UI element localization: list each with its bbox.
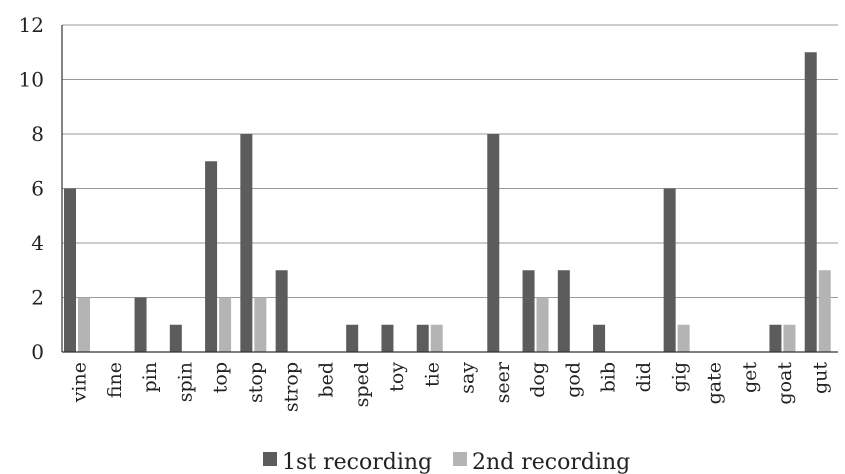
x-tick-label: get bbox=[739, 362, 761, 393]
x-tick-label: gate bbox=[704, 362, 726, 404]
bar-series-1 bbox=[381, 324, 394, 352]
x-tick-label: bib bbox=[598, 362, 620, 392]
bar-series-1 bbox=[522, 270, 535, 352]
y-tick-label: 2 bbox=[31, 286, 44, 310]
axes bbox=[61, 25, 838, 353]
x-tick-label: seer bbox=[492, 361, 514, 403]
x-tick-label: toy bbox=[386, 362, 408, 392]
bar-series-1 bbox=[593, 324, 606, 352]
y-tick-label: 0 bbox=[31, 340, 44, 364]
legend-label-series-2: 2nd recording bbox=[472, 450, 630, 474]
bar-series-2 bbox=[536, 297, 549, 352]
y-tick-label: 8 bbox=[31, 122, 44, 146]
y-axis-ticks: 0 2 4 6 8 10 12 bbox=[19, 13, 44, 364]
legend-label-series-1: 1st recording bbox=[282, 450, 432, 474]
bar-series-2 bbox=[677, 324, 690, 352]
legend-swatch-series-1 bbox=[263, 452, 277, 466]
y-tick-label: 10 bbox=[19, 68, 44, 92]
bar-series-1 bbox=[205, 161, 218, 352]
bar-series-2 bbox=[254, 297, 267, 352]
y-tick-label: 12 bbox=[19, 13, 44, 37]
y-tick-label: 4 bbox=[31, 231, 44, 255]
x-tick-label: top bbox=[210, 362, 232, 393]
legend-swatch-series-2 bbox=[453, 452, 467, 466]
bar-series-2 bbox=[78, 297, 90, 352]
bar-series-1 bbox=[487, 134, 500, 352]
bar-series-2 bbox=[219, 297, 232, 352]
x-tick-label: vine bbox=[69, 362, 91, 403]
bar-series-1 bbox=[134, 297, 147, 352]
x-tick-label: fine bbox=[104, 362, 126, 398]
bar-series-2 bbox=[818, 270, 831, 352]
x-tick-label: bed bbox=[316, 362, 338, 398]
x-tick-label: tie bbox=[421, 362, 443, 387]
x-tick-label: strop bbox=[280, 362, 302, 412]
x-tick-label: god bbox=[562, 362, 584, 398]
bar-series-1 bbox=[275, 270, 288, 352]
bar-series-2 bbox=[783, 324, 796, 352]
x-tick-label: say bbox=[457, 362, 479, 394]
bar-series-1 bbox=[557, 270, 570, 352]
x-tick-label: gut bbox=[809, 362, 831, 394]
x-tick-label: spin bbox=[174, 362, 196, 402]
legend: 1st recording 2nd recording bbox=[263, 450, 630, 474]
x-tick-label: dog bbox=[527, 362, 549, 398]
y-tick-label: 6 bbox=[31, 177, 44, 201]
bar-series-1 bbox=[804, 52, 817, 352]
bar-series-1 bbox=[416, 324, 429, 352]
x-tick-label: pin bbox=[139, 362, 161, 392]
x-tick-label: did bbox=[633, 362, 655, 392]
x-tick-label: stop bbox=[245, 362, 267, 403]
x-tick-label: gig bbox=[668, 362, 690, 392]
x-tick-label: sped bbox=[351, 362, 373, 407]
x-axis-ticks: vine fine pin spin top stop strop bed sped toy tie… bbox=[69, 361, 832, 412]
bar-series-1 bbox=[64, 188, 76, 352]
x-tick-label: goat bbox=[774, 362, 796, 405]
bar-series-1 bbox=[346, 324, 359, 352]
bar-series-1 bbox=[769, 324, 782, 352]
bar-series-1 bbox=[663, 188, 676, 352]
bars bbox=[64, 52, 831, 352]
bar-series-1 bbox=[240, 134, 253, 352]
bar-series-1 bbox=[169, 324, 182, 352]
bar-series-2 bbox=[430, 324, 443, 352]
gridlines bbox=[62, 24, 838, 298]
